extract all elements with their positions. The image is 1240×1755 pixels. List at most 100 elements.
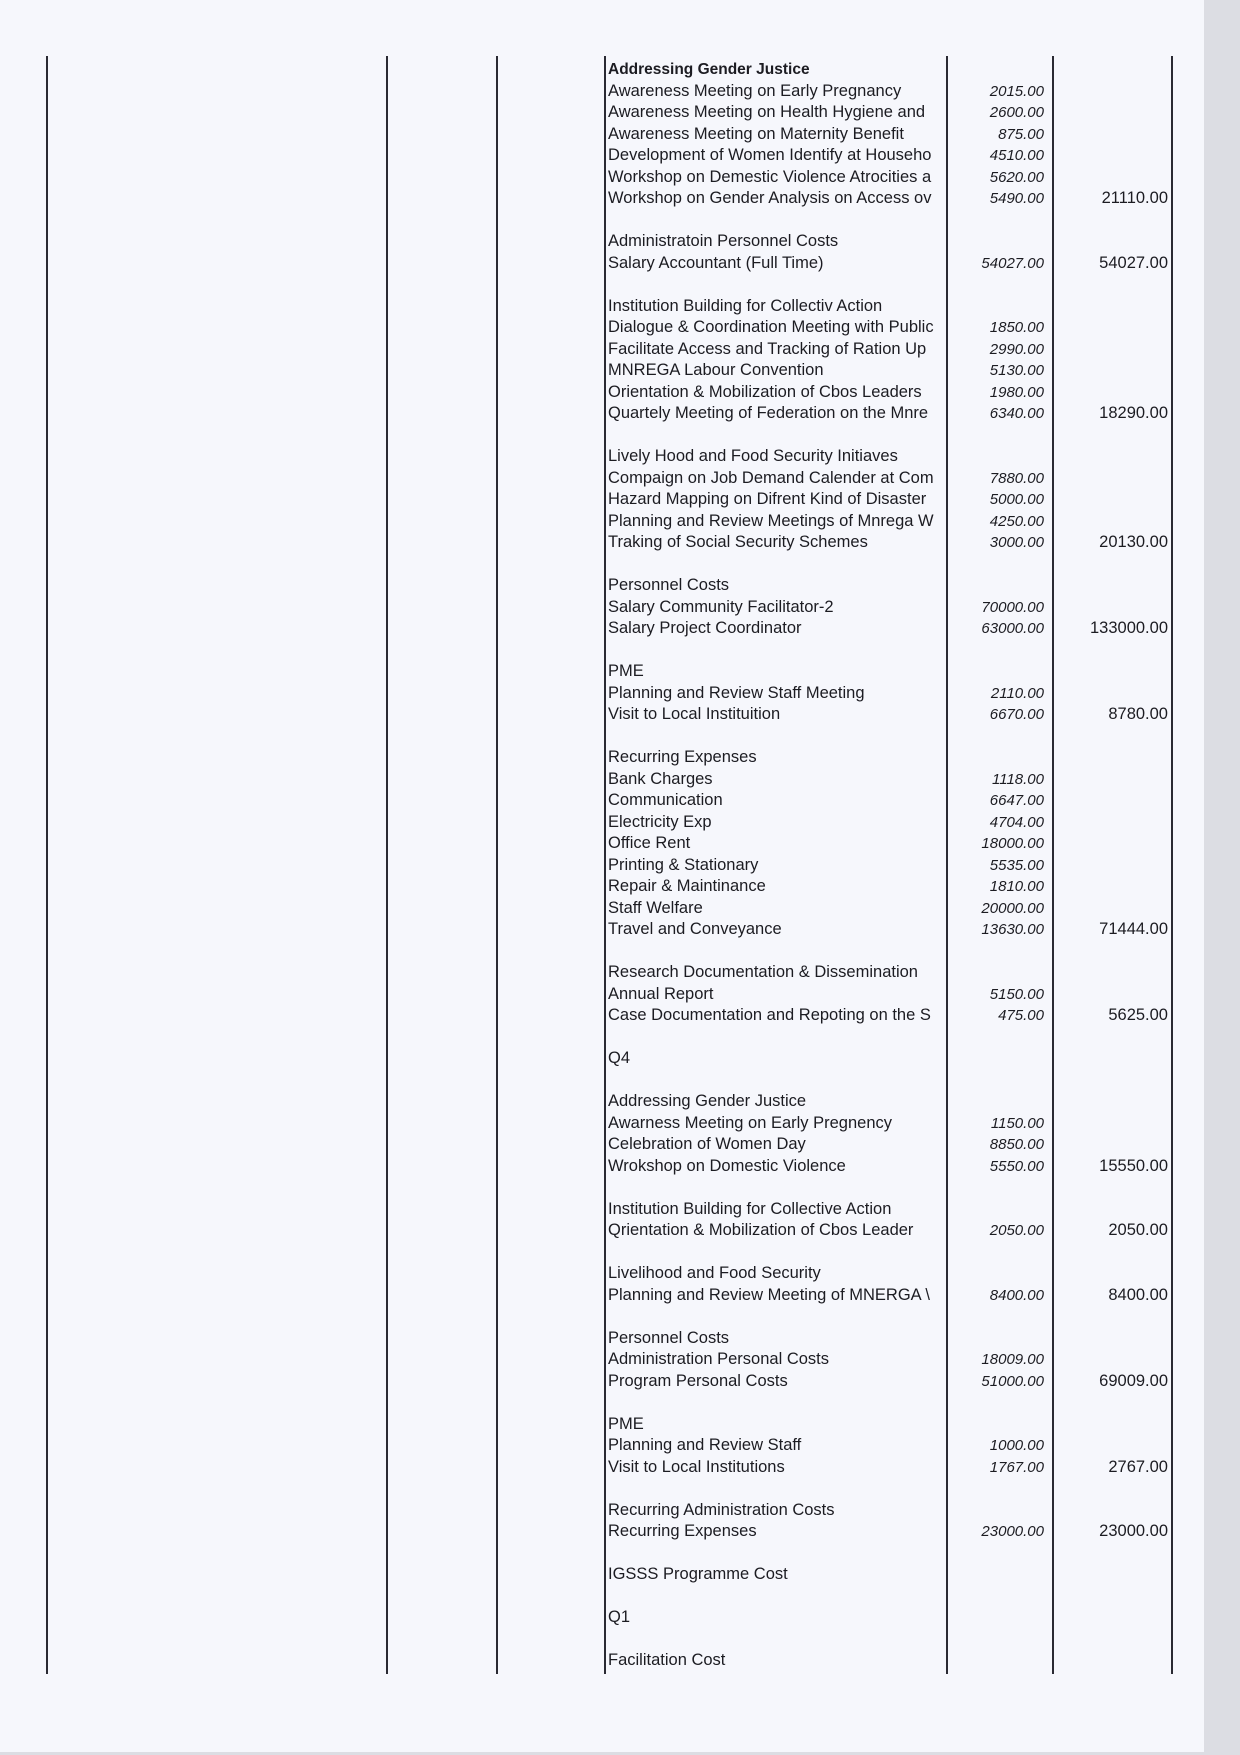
- item-amount: 1980.00: [989, 383, 1044, 401]
- item-amount: 5550.00: [989, 1157, 1044, 1175]
- section-total: 2767.00: [1108, 1457, 1168, 1476]
- item-amount: 5000.00: [989, 491, 1044, 508]
- item-label: Development of Women Identify at Househo: [608, 146, 932, 164]
- item-amount: 7880.00: [989, 469, 1044, 487]
- item-label: Visit to Local Institutions: [608, 1457, 785, 1476]
- item-amount: 51000.00: [981, 1372, 1044, 1390]
- item-label: Dialogue & Coordination Meeting with Pub…: [608, 318, 934, 336]
- item-label: Case Documentation and Repoting on the S: [608, 1006, 931, 1024]
- item-label: MNREGA Labour Convention: [608, 361, 824, 379]
- item-label: Celebration of Women Day: [608, 1135, 806, 1153]
- item-label: Hazard Mapping on Difrent Kind of Disast…: [608, 490, 927, 508]
- section-heading: Q4: [608, 1049, 631, 1067]
- item-amount: 5620.00: [989, 168, 1044, 186]
- item-amount: 4510.00: [989, 147, 1044, 164]
- section-heading: IGSSS Programme Cost: [608, 1565, 788, 1583]
- section-total: 20130.00: [1099, 533, 1168, 551]
- item-amount: 5150.00: [989, 985, 1044, 1003]
- section-total: 2050.00: [1108, 1221, 1168, 1239]
- item-label: Facilitate Access and Tracking of Ration…: [608, 339, 927, 358]
- item-amount: 2990.00: [989, 340, 1044, 358]
- section-total: 5625.00: [1108, 1006, 1168, 1024]
- section-heading: Addressing Gender Justice: [608, 1092, 807, 1110]
- item-amount: 2015.00: [989, 82, 1044, 100]
- item-label: Recurring Expenses: [608, 1522, 757, 1540]
- section-total: 21110.00: [1101, 189, 1168, 207]
- item-amount: 4250.00: [989, 512, 1044, 530]
- section-total: 15550.00: [1099, 1156, 1168, 1175]
- item-amount: 475.00: [998, 1007, 1044, 1024]
- scanned-page: Addressing Gender Justice Awareness Meeti…: [0, 0, 1204, 1752]
- item-label: Salary Accountant (Full Time): [608, 253, 824, 272]
- item-label: Workshop on Demestic Violence Atrocities…: [608, 167, 932, 186]
- item-amount: 1150.00: [990, 1114, 1044, 1132]
- section-total: 8780.00: [1108, 705, 1168, 723]
- item-label: Communication: [608, 791, 723, 809]
- item-amount: 20000.00: [981, 899, 1044, 917]
- section-heading: Facilitation Cost: [608, 1651, 726, 1669]
- section-heading: Institution Building for Collective Acti…: [608, 1199, 892, 1218]
- column-rule: [496, 56, 498, 1674]
- item-label: Staff Welfare: [608, 898, 703, 917]
- item-label: Qrientation & Mobilization of Cbos Leade…: [608, 1221, 914, 1239]
- section-heading: Personnel Costs: [608, 576, 730, 594]
- column-rule: [1052, 56, 1054, 1674]
- item-amount: 5535.00: [989, 856, 1044, 874]
- column-rule: [946, 56, 948, 1674]
- item-amount: 54027.00: [981, 254, 1044, 272]
- section-heading: PME: [608, 1414, 644, 1433]
- item-amount: 1810.00: [989, 878, 1044, 895]
- item-amount: 2600.00: [989, 104, 1044, 121]
- section-total: 69009.00: [1099, 1371, 1168, 1390]
- item-label: Salary Community Facilitator-2: [608, 597, 834, 616]
- item-amount: 2050.00: [989, 1222, 1044, 1239]
- item-label: Planning and Review Meeting of MNERGA \: [608, 1285, 930, 1304]
- item-amount: 4704.00: [989, 813, 1044, 831]
- item-amount: 8400.00: [989, 1286, 1044, 1304]
- item-label: Awarness Meeting on Early Pregnency: [608, 1113, 893, 1132]
- item-label: Awareness Meeting on Health Hygiene and: [608, 103, 926, 121]
- section-heading: Recurring Administration Costs: [608, 1500, 835, 1519]
- section-heading: Q1: [608, 1608, 631, 1626]
- section-heading: Personnel Costs: [608, 1328, 730, 1347]
- item-label: Traking of Social Security Schemes: [608, 533, 868, 551]
- item-amount: 6340.00: [989, 405, 1044, 422]
- section-heading: Livelihood and Food Security: [608, 1264, 821, 1282]
- column-rule: [386, 56, 388, 1674]
- section-heading: Recurring Expenses: [608, 748, 757, 766]
- column-rule: [1171, 56, 1173, 1674]
- item-amount: 2110.00: [990, 684, 1044, 702]
- item-label: Printing & Stationary: [608, 855, 759, 874]
- section-heading: PME: [608, 662, 644, 680]
- item-label: Awareness Meeting on Maternity Benefit: [608, 124, 904, 143]
- item-amount: 18009.00: [981, 1351, 1044, 1368]
- item-label: Wrokshop on Domestic Violence: [608, 1156, 846, 1175]
- item-label: Awareness Meeting on Early Pregnancy: [608, 81, 902, 100]
- item-label: Administration Personal Costs: [608, 1350, 830, 1368]
- section-heading: Institution Building for Collectiv Actio…: [608, 296, 883, 315]
- item-amount: 1767.00: [989, 1458, 1044, 1476]
- item-amount: 63000.00: [981, 620, 1044, 637]
- item-amount: 875.00: [998, 125, 1044, 143]
- item-label: Office Rent: [608, 834, 691, 852]
- item-amount: 6670.00: [989, 706, 1044, 723]
- item-label: Planning and Review Staff Meeting: [608, 683, 865, 702]
- section-total: 8400.00: [1108, 1285, 1168, 1304]
- item-label: Compaign on Job Demand Calender at Com: [608, 468, 934, 487]
- item-amount: 1850.00: [989, 319, 1044, 336]
- item-amount: 8850.00: [989, 1136, 1044, 1153]
- item-label: Annual Report: [608, 984, 714, 1003]
- section-total: 133000.00: [1090, 619, 1168, 637]
- section-total: 71444.00: [1099, 920, 1168, 938]
- section-heading: Administratoin Personnel Costs: [608, 232, 839, 250]
- item-amount: 3000.00: [989, 534, 1044, 551]
- item-amount: 5490.00: [989, 190, 1044, 207]
- item-label: Bank Charges: [608, 769, 713, 788]
- item-amount: 18000.00: [981, 835, 1044, 852]
- item-amount: 13630.00: [981, 921, 1044, 938]
- item-label: Planning and Review Staff: [608, 1436, 802, 1454]
- column-rule: [604, 56, 606, 1674]
- item-label: Travel and Conveyance: [608, 920, 782, 938]
- item-amount: 5130.00: [989, 362, 1044, 379]
- item-label: Program Personal Costs: [608, 1371, 788, 1390]
